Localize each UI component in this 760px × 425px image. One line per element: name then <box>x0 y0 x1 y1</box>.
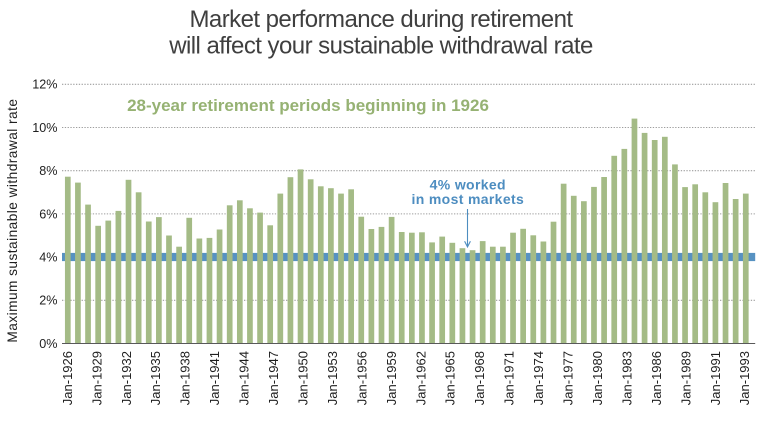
svg-text:28-year retirement periods beg: 28-year retirement periods beginning in … <box>127 96 489 115</box>
svg-text:Jan-1950: Jan-1950 <box>296 351 311 405</box>
svg-text:Jan-1991: Jan-1991 <box>708 351 723 405</box>
svg-text:Jan-1929: Jan-1929 <box>89 351 104 405</box>
svg-text:4%: 4% <box>39 251 57 265</box>
svg-text:8%: 8% <box>39 164 57 178</box>
svg-text:12%: 12% <box>32 78 57 92</box>
svg-text:Jan-1941: Jan-1941 <box>207 351 222 405</box>
svg-text:Jan-1944: Jan-1944 <box>237 351 252 405</box>
svg-text:Jan-1953: Jan-1953 <box>325 351 340 405</box>
svg-text:Jan-1959: Jan-1959 <box>384 351 399 405</box>
svg-text:2%: 2% <box>39 294 57 308</box>
svg-text:Jan-1962: Jan-1962 <box>413 351 428 405</box>
svg-text:Jan-1956: Jan-1956 <box>354 351 369 405</box>
svg-text:in most markets: in most markets <box>411 191 524 207</box>
svg-text:Jan-1971: Jan-1971 <box>502 351 517 405</box>
svg-text:Jan-1938: Jan-1938 <box>178 351 193 405</box>
svg-text:Jan-1983: Jan-1983 <box>619 351 634 405</box>
svg-text:4% worked: 4% worked <box>430 177 506 193</box>
svg-text:Jan-1932: Jan-1932 <box>119 351 134 405</box>
svg-text:Jan-1977: Jan-1977 <box>561 351 576 405</box>
svg-text:6%: 6% <box>39 207 57 221</box>
svg-text:Jan-1989: Jan-1989 <box>678 351 693 405</box>
svg-text:10%: 10% <box>32 121 57 135</box>
svg-text:Jan-1993: Jan-1993 <box>737 351 752 405</box>
svg-text:Jan-1926: Jan-1926 <box>60 351 75 405</box>
svg-text:Jan-1986: Jan-1986 <box>649 351 664 405</box>
svg-text:Jan-1935: Jan-1935 <box>148 351 163 405</box>
svg-text:Jan-1968: Jan-1968 <box>472 351 487 405</box>
svg-text:0%: 0% <box>39 337 57 351</box>
svg-text:Market performance during reti: Market performance during retirement <box>189 6 573 33</box>
svg-text:Jan-1947: Jan-1947 <box>266 351 281 405</box>
svg-text:Maximum sustainable withdrawal: Maximum sustainable withdrawal rate <box>5 99 20 343</box>
svg-text:Jan-1974: Jan-1974 <box>531 351 546 405</box>
svg-text:Jan-1980: Jan-1980 <box>590 351 605 405</box>
svg-text:Jan-1965: Jan-1965 <box>443 351 458 405</box>
svg-text:will affect your sustainable w: will affect your sustainable withdrawal … <box>168 33 593 60</box>
